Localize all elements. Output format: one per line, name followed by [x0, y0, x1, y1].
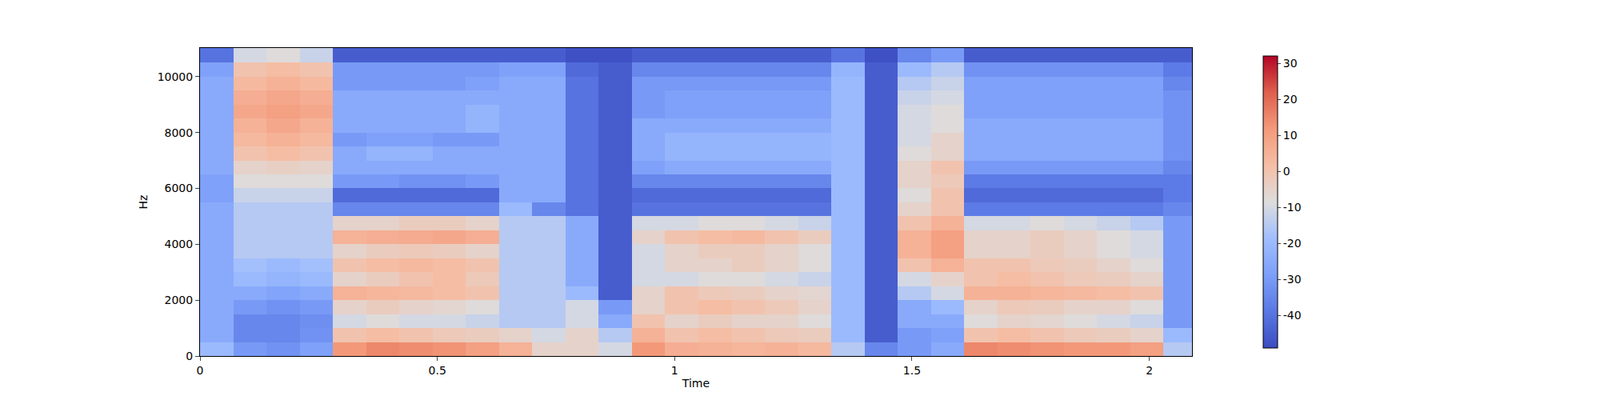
- svg-text:0.5: 0.5: [428, 364, 447, 377]
- svg-text:Hz: Hz: [136, 195, 150, 210]
- svg-text:6000: 6000: [164, 181, 194, 195]
- svg-text:2: 2: [1145, 364, 1153, 377]
- svg-text:4000: 4000: [164, 237, 194, 251]
- svg-text:20: 20: [1283, 92, 1298, 106]
- svg-text:2000: 2000: [164, 293, 194, 307]
- svg-text:0: 0: [196, 364, 204, 377]
- svg-text:0: 0: [185, 349, 193, 363]
- svg-text:0: 0: [1283, 164, 1291, 178]
- svg-text:1.5: 1.5: [903, 364, 921, 377]
- svg-text:-40: -40: [1283, 308, 1302, 322]
- svg-text:30: 30: [1283, 56, 1298, 70]
- svg-text:10: 10: [1283, 128, 1298, 142]
- svg-text:8000: 8000: [164, 126, 194, 140]
- svg-text:Time: Time: [681, 376, 710, 390]
- svg-text:-10: -10: [1283, 200, 1302, 214]
- svg-text:-20: -20: [1283, 236, 1302, 250]
- svg-text:-30: -30: [1283, 272, 1302, 286]
- svg-text:1: 1: [671, 364, 679, 377]
- svg-text:10000: 10000: [157, 70, 194, 84]
